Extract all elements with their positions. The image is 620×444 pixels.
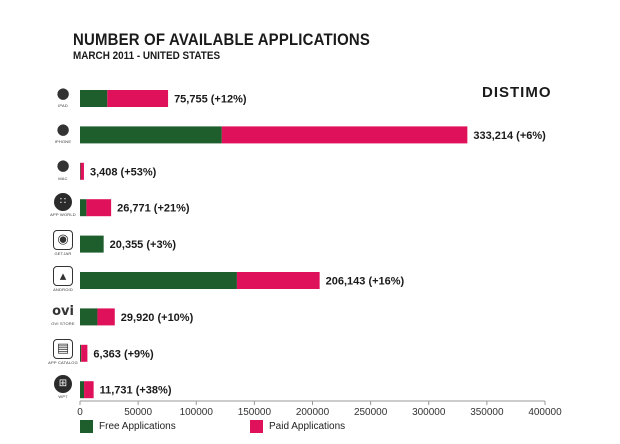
legend-paid: Paid Applications bbox=[250, 420, 345, 433]
apple-icon: ● IPAD bbox=[50, 84, 76, 114]
apple-icon: ● MAC bbox=[50, 157, 76, 187]
data-label: 11,731 (+38%) bbox=[100, 385, 172, 397]
x-tick-label: 300000 bbox=[412, 407, 446, 418]
bar-free-app-catalog bbox=[80, 344, 82, 362]
data-label: 75,755 (+12%) bbox=[174, 94, 247, 106]
platform-caption: MAC bbox=[58, 175, 68, 181]
palm-icon-glyph: ▤ bbox=[53, 338, 73, 359]
bar-paid-ipad bbox=[107, 90, 169, 107]
bar-free-getjar bbox=[80, 235, 104, 253]
platform-caption: ANDROID bbox=[53, 287, 73, 292]
x-tick-label: 250000 bbox=[354, 407, 388, 418]
bar-paid-iphone bbox=[221, 126, 468, 144]
x-tick-label: 50000 bbox=[124, 407, 152, 418]
bar-free-app-world bbox=[80, 199, 87, 217]
bar-paid-app-catalog bbox=[81, 344, 88, 362]
data-label: 26,771 (+21%) bbox=[117, 203, 190, 215]
legend-paid-label: Paid Applications bbox=[269, 421, 346, 432]
android-icon-glyph: ▴ bbox=[53, 266, 73, 286]
data-label: 6,363 (+9%) bbox=[93, 348, 154, 360]
getjar-icon-glyph: ◉ bbox=[53, 229, 73, 250]
bar-free-android bbox=[80, 272, 237, 289]
android-icon: ▴ ANDROID bbox=[50, 266, 76, 296]
bar-free-wp7 bbox=[80, 381, 85, 399]
platform-caption: APP CATALOG bbox=[48, 359, 78, 365]
ovi-icon-glyph: ovi bbox=[52, 303, 74, 319]
blackberry-icon-glyph: ∷ bbox=[54, 193, 72, 212]
bar-paid-ovi-store bbox=[97, 308, 115, 326]
chart-title: NUMBER OF AVAILABLE APPLICATIONS bbox=[73, 30, 371, 49]
x-tick-label: 150000 bbox=[238, 407, 272, 418]
bar-free-ovi-store bbox=[80, 308, 98, 326]
bar-free-iphone bbox=[80, 126, 222, 144]
data-label: 206,143 (+16%) bbox=[326, 276, 405, 288]
platform-caption: WP7 bbox=[58, 394, 68, 400]
data-label: 3,408 (+53%) bbox=[90, 166, 157, 178]
ovi-icon: ovi OVI STORE bbox=[50, 302, 76, 332]
platform-caption: IPHONE bbox=[54, 139, 72, 145]
data-label: 29,920 (+10%) bbox=[121, 312, 194, 324]
platform-caption: APP WORLD bbox=[50, 212, 76, 218]
x-tick-label: 100000 bbox=[180, 407, 214, 418]
blackberry-icon: ∷ APP WORLD bbox=[50, 193, 76, 223]
data-label: 20,355 (+3%) bbox=[110, 239, 177, 251]
windows-icon-glyph: ⊞ bbox=[54, 375, 72, 394]
apple-icon-glyph: ● bbox=[56, 119, 70, 138]
legend-free-swatch bbox=[80, 420, 93, 433]
x-tick-label: 200000 bbox=[296, 407, 330, 418]
x-tick-label: 350000 bbox=[470, 407, 504, 418]
bar-free-mac bbox=[80, 162, 81, 180]
apple-icon: ● IPHONE bbox=[50, 120, 76, 150]
apple-icon-glyph: ● bbox=[56, 83, 70, 102]
legend-free-label: Free Applications bbox=[99, 421, 176, 432]
platform-caption: IPAD bbox=[58, 103, 68, 108]
bar-free-ipad bbox=[80, 90, 108, 107]
platform-caption: OVI STORE bbox=[51, 321, 75, 327]
platform-caption: GETJAR bbox=[54, 250, 72, 256]
bar-paid-mac bbox=[80, 162, 84, 180]
getjar-icon: ◉ GETJAR bbox=[50, 229, 76, 260]
palm-icon: ▤ APP CATALOG bbox=[48, 338, 78, 369]
legend-paid-swatch bbox=[250, 420, 263, 433]
x-tick-label: 400000 bbox=[528, 407, 562, 418]
bar-paid-app-world bbox=[86, 199, 112, 217]
bar-paid-wp7 bbox=[84, 381, 94, 399]
distimo-logo: DISTIMO bbox=[482, 84, 552, 101]
chart-subtitle: MARCH 2011 - UNITED STATES bbox=[73, 50, 221, 62]
bar-paid-android bbox=[236, 272, 320, 289]
data-label: 333,214 (+6%) bbox=[473, 130, 546, 142]
windows-icon: ⊞ WP7 bbox=[50, 375, 76, 405]
legend-free: Free Applications bbox=[80, 420, 176, 433]
apple-icon-glyph: ● bbox=[56, 156, 70, 175]
x-tick-label: 0 bbox=[77, 407, 83, 418]
